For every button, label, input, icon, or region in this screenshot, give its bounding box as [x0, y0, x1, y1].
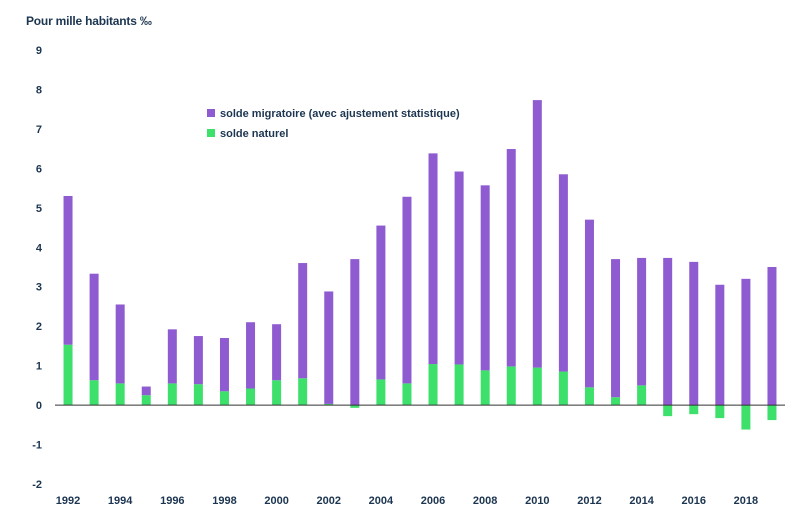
bar-solde-migratoire-2012 [584, 219, 594, 388]
bar-solde-naturel-2006 [428, 364, 438, 406]
bar-solde-naturel-1992 [63, 344, 73, 406]
bar-solde-naturel-1993 [89, 380, 99, 406]
bar-solde-migratoire-2010 [532, 100, 542, 368]
bar-solde-migratoire-1992 [63, 195, 73, 345]
bar-solde-migratoire-2014 [637, 257, 647, 386]
bar-solde-naturel-2019 [767, 405, 777, 421]
x-tick-label: 2018 [734, 495, 758, 507]
bar-solde-naturel-1996 [167, 383, 177, 406]
legend-label: solde migratoire (avec ajustement statis… [220, 108, 460, 120]
bar-solde-migratoire-2017 [715, 284, 725, 406]
x-tick-label: 2002 [317, 495, 341, 507]
y-tick-label: 0 [36, 400, 42, 412]
x-tick-label: 2008 [473, 495, 497, 507]
x-tick-label: 1992 [56, 495, 80, 507]
y-tick-label: 9 [36, 45, 42, 57]
bar-solde-migratoire-2018 [741, 278, 751, 406]
bar-solde-naturel-1998 [219, 391, 229, 406]
y-tick-label: -2 [32, 479, 42, 491]
bar-solde-migratoire-1993 [89, 273, 99, 381]
bar-solde-migratoire-2009 [506, 149, 516, 367]
bar-solde-naturel-2001 [298, 378, 308, 406]
x-tick-label: 1994 [108, 495, 133, 507]
bar-solde-naturel-2010 [532, 367, 542, 406]
bar-solde-migratoire-2005 [402, 196, 412, 384]
bar-solde-naturel-1994 [115, 383, 125, 406]
bar-solde-migratoire-1996 [167, 329, 177, 384]
bar-solde-naturel-2002 [324, 403, 334, 406]
bar-solde-naturel-2015 [663, 405, 673, 417]
y-axis-label: Pour mille habitants ‰ [26, 14, 152, 28]
bar-solde-migratoire-2019 [767, 267, 777, 406]
bar-solde-naturel-2011 [558, 371, 568, 406]
legend-swatch [207, 129, 215, 137]
y-tick-label: 6 [36, 163, 42, 175]
bar-solde-migratoire-1999 [246, 322, 256, 389]
y-tick-label: 2 [36, 321, 42, 333]
x-tick-label: 2012 [577, 495, 601, 507]
legend-swatch [207, 109, 215, 117]
bar-solde-migratoire-2003 [350, 259, 360, 406]
bar-solde-migratoire-2000 [272, 324, 282, 381]
bar-solde-naturel-1999 [246, 388, 256, 406]
bar-solde-migratoire-2013 [611, 259, 621, 398]
y-tick-label: -1 [32, 440, 42, 452]
y-tick-label: 1 [36, 361, 42, 373]
bar-solde-naturel-2007 [454, 364, 464, 406]
x-tick-label: 2006 [421, 495, 445, 507]
legend-label: solde naturel [220, 128, 288, 140]
x-tick-label: 2016 [682, 495, 706, 507]
y-tick-label: 8 [36, 84, 42, 96]
x-axis-ticks: 1992 1994 1996 1998 2000 2002 2004 2006 2008 2010… [56, 495, 758, 507]
bar-solde-migratoire-2015 [663, 257, 673, 406]
bar-solde-migratoire-1997 [193, 336, 203, 385]
bar-solde-naturel-2005 [402, 383, 412, 406]
y-axis-ticks: -2 -1 0 1 2 3 4 5 6 7 8 9 [32, 45, 43, 491]
bar-solde-migratoire-1994 [115, 304, 125, 384]
bar-solde-naturel-2008 [480, 370, 490, 406]
bars-layer [63, 100, 777, 430]
bar-solde-migratoire-2008 [480, 185, 490, 371]
bar-solde-naturel-1995 [141, 395, 151, 406]
bar-solde-naturel-1997 [193, 384, 203, 406]
bar-solde-naturel-2014 [637, 385, 647, 406]
bar-solde-migratoire-1998 [219, 338, 229, 392]
y-tick-label: 5 [36, 203, 42, 215]
bar-solde-naturel-2016 [689, 405, 699, 415]
bar-solde-migratoire-2006 [428, 153, 438, 365]
bar-solde-naturel-2017 [715, 405, 725, 419]
bar-solde-naturel-2012 [584, 387, 594, 406]
bar-solde-naturel-2013 [611, 397, 621, 406]
bar-solde-migratoire-2011 [558, 174, 568, 372]
x-tick-label: 1998 [212, 495, 236, 507]
bar-solde-migratoire-2004 [376, 225, 386, 380]
x-tick-label: 2000 [264, 495, 288, 507]
x-tick-label: 1996 [160, 495, 184, 507]
y-tick-label: 4 [36, 242, 43, 254]
bar-solde-migratoire-2007 [454, 171, 464, 365]
y-tick-label: 7 [36, 124, 42, 136]
bar-solde-migratoire-2016 [689, 261, 699, 406]
x-tick-label: 2010 [525, 495, 549, 507]
bar-solde-migratoire-2001 [298, 263, 308, 379]
bar-solde-naturel-2018 [741, 405, 751, 430]
x-tick-label: 2014 [629, 495, 654, 507]
bar-solde-naturel-2004 [376, 379, 386, 406]
legend: solde migratoire (avec ajustement statis… [207, 108, 460, 140]
bar-solde-naturel-2003 [350, 405, 360, 408]
bar-solde-naturel-2000 [272, 380, 282, 406]
bar-solde-migratoire-1995 [141, 386, 151, 396]
bar-solde-migratoire-2002 [324, 291, 334, 404]
y-tick-label: 3 [36, 282, 42, 294]
bar-solde-naturel-2009 [506, 366, 516, 406]
x-tick-label: 2004 [369, 495, 394, 507]
